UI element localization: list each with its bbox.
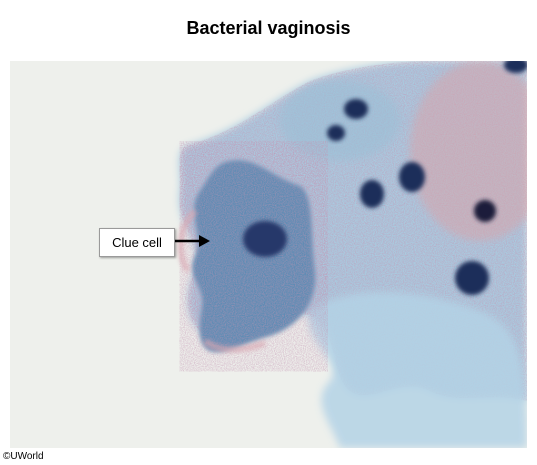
tissue-lower	[308, 292, 527, 448]
stain-edge	[177, 208, 267, 353]
clue-cell-label: Clue cell	[99, 228, 175, 257]
clue-cell	[192, 160, 316, 353]
arrow-right-icon	[175, 235, 210, 247]
cell-nuclei	[327, 61, 527, 295]
figure-title: Bacterial vaginosis	[186, 18, 351, 38]
copyright-text: ©UWorld	[3, 451, 44, 462]
micrograph-image	[10, 61, 527, 448]
